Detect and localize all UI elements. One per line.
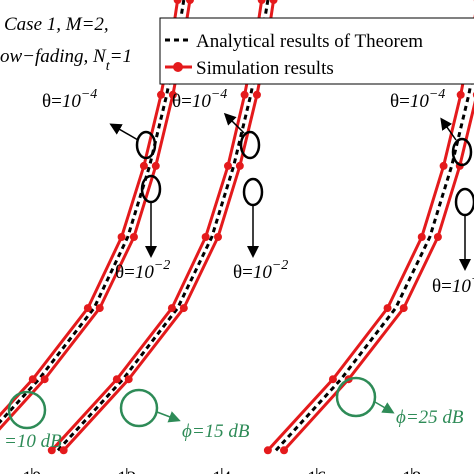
- marker: [157, 90, 166, 99]
- marker: [59, 446, 68, 455]
- theta-label: θ=10−2: [233, 258, 288, 283]
- theta-exp: −2: [471, 272, 474, 287]
- marker: [139, 161, 148, 170]
- marker: [129, 233, 138, 241]
- marker: [28, 375, 37, 384]
- theta-base: 10: [192, 91, 212, 112]
- subtitle: ow−fading, Nt=1: [0, 46, 132, 74]
- marker: [235, 161, 244, 170]
- theta-prefix: θ=: [233, 262, 253, 283]
- theta-base: 10: [135, 262, 155, 283]
- theta-exp: −2: [272, 258, 288, 273]
- marker: [257, 0, 266, 4]
- theta-exp: −2: [154, 258, 170, 273]
- theta-base: 10: [62, 91, 82, 112]
- x-tick-label: 16: [307, 468, 326, 474]
- x-tick-label: 12: [117, 468, 136, 474]
- legend-label: Simulation results: [196, 58, 334, 79]
- x-tick-label: 14: [212, 468, 232, 474]
- marker: [179, 304, 188, 313]
- marker: [439, 161, 448, 170]
- marker: [47, 446, 56, 455]
- marker: [185, 0, 194, 4]
- legend-marker: [173, 62, 183, 72]
- analytical-line: [274, 59, 474, 452]
- theta-base: 10: [452, 276, 472, 297]
- subtitle-part: t: [106, 59, 111, 74]
- theta-prefix: θ=: [432, 276, 452, 297]
- marker: [417, 233, 426, 241]
- subtitle-part: ow−fading, N: [0, 46, 107, 67]
- marker: [456, 90, 465, 99]
- arrow: [109, 123, 139, 141]
- phi-circle: [119, 388, 159, 428]
- phi-circle: [335, 376, 377, 418]
- x-tick-label: 10: [22, 468, 41, 474]
- x-tick-label: 18: [402, 468, 421, 474]
- arrow: [374, 401, 395, 414]
- marker: [269, 0, 278, 4]
- arrow: [223, 112, 245, 134]
- theta-exp: −4: [81, 87, 97, 102]
- subtitle-part: =1: [110, 46, 132, 67]
- ellipse: [239, 130, 261, 160]
- theta-label: θ=10−2: [432, 272, 474, 297]
- simulation-line: [282, 100, 474, 452]
- marker: [168, 90, 177, 99]
- marker: [383, 304, 392, 313]
- marker: [433, 233, 442, 241]
- marker: [328, 375, 337, 384]
- theta-prefix: θ=: [42, 91, 62, 112]
- phi-label: =10 dB: [4, 431, 62, 452]
- marker: [173, 0, 182, 4]
- marker: [124, 375, 133, 384]
- ellipse: [242, 177, 264, 207]
- marker: [151, 161, 160, 170]
- theta-exp: −4: [211, 87, 227, 102]
- theta-prefix: θ=: [172, 91, 192, 112]
- annotations: Analytical results of Theorem Simulation …: [4, 17, 474, 452]
- theta-prefix: θ=: [115, 262, 135, 283]
- theta-base: 10: [253, 262, 273, 283]
- marker: [201, 233, 210, 241]
- marker: [214, 233, 223, 241]
- ellipse: [454, 187, 474, 217]
- marker: [263, 446, 272, 455]
- theta-label: θ=10−4: [390, 87, 445, 112]
- theta-label: θ=10−2: [115, 258, 170, 283]
- title: Case 1, M=2,: [4, 14, 109, 35]
- marker: [240, 90, 249, 99]
- ellipse: [135, 130, 157, 160]
- phi-label: ϕ=25 dB: [396, 407, 464, 428]
- phi-label: ϕ=15 dB: [182, 421, 250, 442]
- theta-base: 10: [410, 91, 430, 112]
- ellipse: [451, 137, 473, 167]
- theta-prefix: θ=: [390, 91, 410, 112]
- marker: [280, 446, 289, 455]
- theta-label: θ=10−4: [42, 87, 97, 112]
- marker: [40, 375, 49, 384]
- theta-exp: −4: [429, 87, 445, 102]
- marker: [117, 233, 126, 241]
- phi-circle: [7, 390, 47, 430]
- marker: [83, 304, 92, 313]
- legend-box: [159, 17, 474, 85]
- marker: [95, 304, 104, 313]
- legend-label: Analytical results of Theorem: [196, 31, 423, 52]
- arrow: [156, 411, 181, 423]
- theta-label: θ=10−4: [172, 87, 227, 112]
- arrow: [440, 117, 457, 141]
- marker: [252, 90, 261, 99]
- marker: [399, 304, 408, 313]
- marker: [167, 304, 176, 313]
- marker: [112, 375, 121, 384]
- marker: [223, 161, 232, 170]
